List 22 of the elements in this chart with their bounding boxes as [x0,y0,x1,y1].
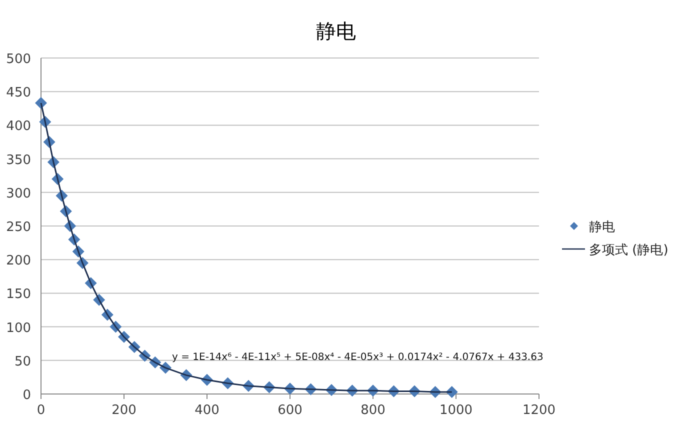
y-tick-label: 500 [6,52,31,67]
y-tick-label: 300 [6,186,31,202]
y-tick-label: 400 [6,119,31,134]
y-tick-label: 150 [6,287,31,302]
x-tick-label: 0 [36,403,46,418]
x-tick-label: 1000 [439,403,473,418]
y-tick-label: 250 [6,220,31,235]
chart-title: 静电 [316,19,356,43]
y-tick-label: 0 [22,388,31,403]
y-tick-label: 50 [14,354,31,370]
x-tick-label: 600 [278,403,302,418]
y-tick-label: 450 [6,86,31,101]
annotation: y = 1E-14x⁶ - 4E-11x⁵ + 5E-08x⁴ - 4E-05x³ + 0.0174x² - 4.0767x + 433.63 [172,352,544,363]
y-tick-label: 200 [6,254,31,269]
x-tick-label: 400 [194,403,220,418]
x-tick-label: 200 [112,403,136,418]
legend-label: 多项式 (静电) [589,243,668,258]
x-tick-label: 800 [360,403,386,418]
x-tick-label: 1200 [522,403,556,418]
y-tick-label: 100 [6,320,31,336]
legend-label: 静电 [589,220,615,235]
y-tick-label: 350 [6,152,31,168]
